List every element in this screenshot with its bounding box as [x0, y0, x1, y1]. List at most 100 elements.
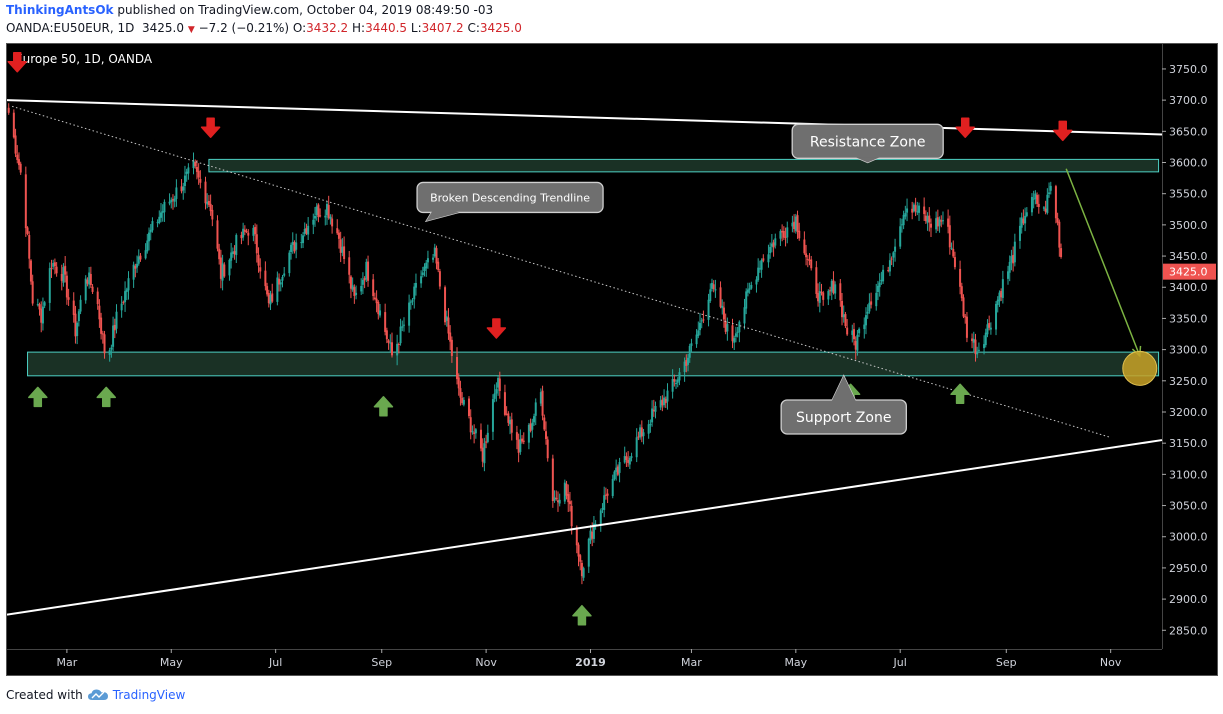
candle-body	[772, 242, 775, 248]
candle-body	[462, 399, 465, 405]
candle-body	[594, 523, 597, 525]
candle-body	[219, 257, 222, 279]
price-chart[interactable]: 3750.0 3700.0 3650.0 3600.0 3550.0 3500.0 3450…	[7, 44, 1217, 675]
candle-body	[810, 259, 813, 269]
candle-body	[1037, 203, 1040, 207]
candle-body	[89, 274, 92, 286]
candle-body	[414, 283, 417, 288]
candle-body	[808, 259, 811, 261]
candle-body	[24, 174, 27, 229]
candle-body	[757, 267, 760, 281]
candle-body	[543, 417, 546, 430]
y-tick-label: 3100.0	[1169, 468, 1208, 481]
candle-body	[988, 322, 991, 328]
candle-body	[459, 388, 462, 398]
candle-body	[613, 471, 616, 480]
author-link[interactable]: ThinkingAntsOk	[6, 3, 114, 17]
candle-body	[31, 281, 34, 304]
candle-body	[1007, 271, 1009, 279]
candle-body	[278, 278, 281, 285]
candle-body	[798, 230, 801, 239]
candle-body	[762, 258, 765, 261]
candle-body	[928, 215, 931, 223]
candle-body	[62, 267, 65, 283]
candle-body	[688, 346, 691, 358]
candle-body	[770, 243, 773, 247]
candle-body	[659, 400, 662, 408]
candle-body	[115, 311, 118, 329]
x-tick-label: 2019	[575, 656, 606, 669]
candle-body	[745, 291, 748, 309]
candle-body	[876, 285, 879, 293]
candle-body	[960, 286, 963, 299]
candle-body	[373, 297, 376, 299]
tradingview-link[interactable]: TradingView	[112, 688, 186, 702]
candle-body	[555, 497, 558, 499]
candle-body	[699, 322, 701, 331]
candle-body	[983, 344, 986, 349]
candle-body	[575, 527, 578, 546]
candle-body	[233, 251, 236, 255]
lower-trendline	[7, 439, 1163, 616]
publish-header: ThinkingAntsOk published on TradingView.…	[6, 3, 493, 17]
candle-body	[599, 510, 602, 525]
green-up-arrow-icon	[572, 604, 592, 626]
candle-body	[325, 203, 328, 216]
candle-body	[351, 285, 354, 290]
candle-body	[760, 260, 763, 270]
candle-body	[875, 292, 878, 307]
candle-body	[782, 230, 785, 238]
candle-body	[948, 225, 951, 248]
candle-body	[211, 209, 214, 220]
candle-body	[281, 276, 284, 281]
candle-body	[194, 162, 197, 167]
candle-body	[438, 271, 441, 287]
candle-body	[64, 265, 67, 275]
candle-body	[565, 483, 568, 496]
last-price-label: 3425.0	[1169, 266, 1208, 279]
broken-trendline-callout: Broken Descending Trendline	[416, 181, 604, 223]
candle-body	[103, 334, 106, 354]
y-tick-label: 3300.0	[1169, 344, 1208, 357]
candle-body	[601, 508, 604, 510]
candle-body	[1032, 198, 1035, 200]
candle-body	[899, 226, 902, 247]
candle-body	[900, 224, 903, 226]
candle-body	[327, 204, 330, 218]
candle-body	[577, 544, 580, 557]
candle-body	[1020, 217, 1023, 228]
candle-body	[402, 324, 405, 326]
candle-body	[858, 328, 861, 334]
candle-body	[235, 235, 238, 256]
support-callout: Support Zone	[780, 374, 907, 435]
candle-body	[965, 316, 968, 338]
candle-body	[738, 321, 741, 333]
candle-body	[553, 497, 556, 501]
candle-body	[137, 256, 140, 264]
candle-body	[916, 211, 919, 213]
candle-body	[425, 262, 428, 269]
candle-body	[940, 220, 943, 222]
candle-body	[974, 339, 977, 355]
candle-body	[746, 289, 749, 293]
candle-body	[509, 419, 512, 425]
candle-body	[40, 308, 43, 323]
candle-body	[1013, 241, 1016, 263]
upper-trendline	[7, 99, 1163, 136]
candle-body	[647, 424, 650, 434]
red-down-arrow-icon	[7, 51, 28, 73]
callout-tail-fill	[831, 375, 856, 401]
candle-body	[870, 301, 873, 305]
candle-body	[935, 218, 938, 230]
candle-body	[473, 432, 476, 434]
candle-body	[264, 270, 267, 287]
candle-body	[829, 290, 832, 292]
candle-body	[397, 344, 400, 346]
y-tick-label: 2950.0	[1169, 562, 1208, 575]
chart-panel[interactable]: 3750.0 3700.0 3650.0 3600.0 3550.0 3500.0 3450…	[6, 43, 1218, 676]
candle-body	[112, 325, 115, 347]
candle-body	[926, 216, 929, 223]
candle-body	[505, 413, 508, 415]
candle-body	[1024, 215, 1027, 224]
candle-body	[719, 287, 722, 307]
